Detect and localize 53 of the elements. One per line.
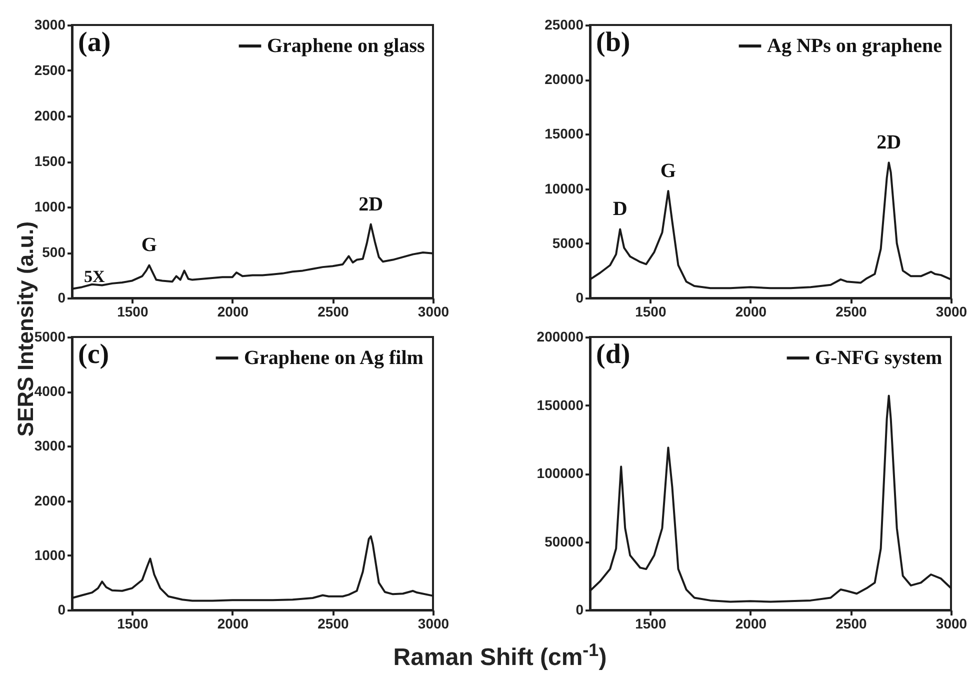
x-tick-label: 1500 (635, 304, 666, 320)
legend-label: Graphene on Ag film (244, 347, 424, 369)
y-tick-label: 20000 (544, 71, 584, 88)
y-tick-label: 0 (576, 602, 584, 618)
x-tick-label: 2000 (217, 616, 249, 632)
annotation: G (660, 160, 676, 182)
x-tick-label: 1500 (635, 616, 666, 632)
y-tick-label: 10000 (544, 180, 584, 196)
x-tick-label: 2500 (836, 304, 868, 320)
x-tick-label: 3000 (418, 616, 450, 632)
y-tick-label: 2500 (34, 62, 66, 78)
x-tick-label: 2500 (836, 616, 868, 632)
x-axis-title: Raman Shift (cm$^{-1}$) (392, 640, 608, 672)
y-tick-label: 1500 (34, 153, 66, 169)
legend-label: Graphene on glass (267, 35, 426, 57)
y-tick-label: 50000 (544, 533, 584, 550)
x-tick-label: 3000 (418, 304, 450, 320)
x-tick-label: 3000 (936, 304, 968, 320)
annotation: G (141, 234, 158, 256)
x-tick-label: 2500 (318, 616, 350, 632)
y-tick-label: 0 (58, 290, 66, 306)
annotation: (c) (78, 339, 110, 370)
y-tick-label: 1000 (34, 198, 66, 214)
annotation: (b) (596, 27, 630, 58)
y-tick-label: 15000 (544, 126, 584, 142)
y-tick-label: 3000 (34, 16, 66, 32)
x-tick-label: 1500 (117, 616, 148, 632)
y-tick-label: 2000 (34, 108, 66, 124)
x-tick-label: 2000 (217, 304, 249, 320)
x-tick-label: 2500 (318, 304, 350, 320)
y-tick-label: 0 (576, 290, 584, 306)
annotation: 2D (876, 132, 902, 154)
y-tick-label: 200000 (536, 328, 584, 344)
annotation: (a) (78, 27, 111, 58)
y-tick-label: 3000 (34, 438, 66, 454)
x-tick-label: 1500 (117, 304, 148, 320)
y-tick-label: 25000 (544, 16, 584, 32)
y-tick-label: 5000 (552, 234, 584, 251)
annotation: D (612, 198, 628, 220)
annotation: (d) (596, 339, 630, 370)
y-tick-label: 0 (58, 602, 66, 618)
y-tick-label: 1000 (34, 546, 66, 563)
y-tick-label: 150000 (536, 396, 584, 413)
annotation: 2D (358, 193, 384, 216)
x-tick-label: 2000 (735, 304, 767, 320)
y-tick-label: 2000 (34, 492, 66, 508)
x-tick-label: 2000 (735, 616, 767, 632)
legend-label: G-NFG system (815, 347, 943, 369)
annotation: 5X (84, 267, 106, 286)
x-tick-label: 3000 (936, 616, 968, 632)
y-tick-label: 100000 (536, 465, 584, 481)
legend-label: Ag NPs on graphene (767, 35, 942, 57)
y-tick-label: 500 (42, 244, 66, 260)
